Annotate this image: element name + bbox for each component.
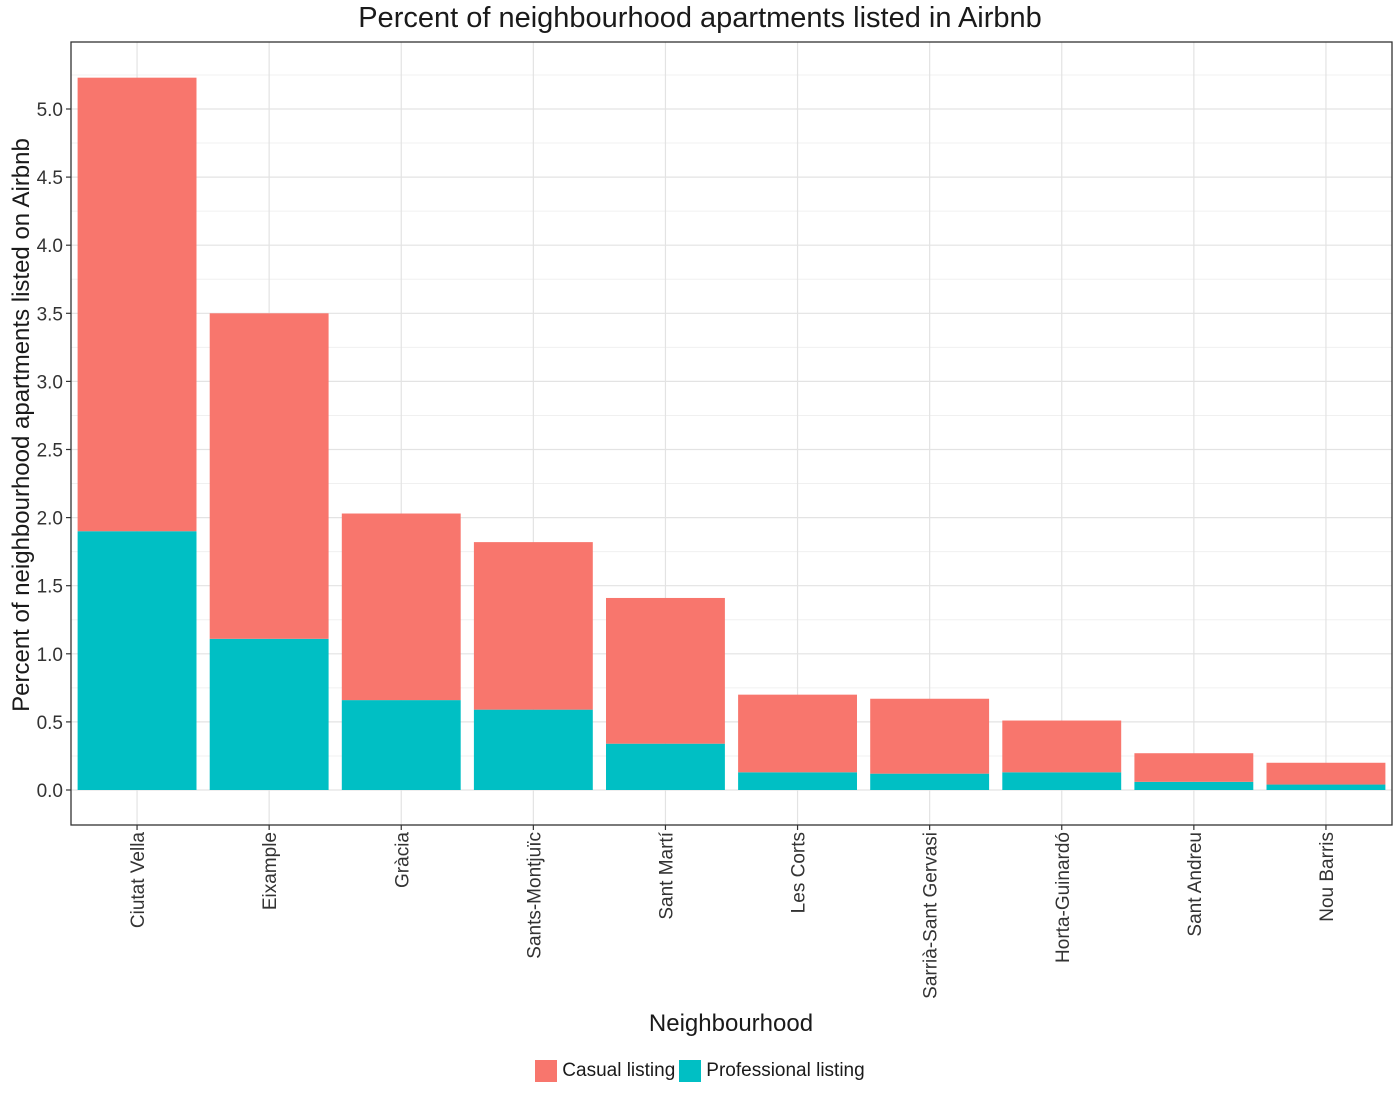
- y-tick-label: 1.0: [37, 645, 63, 666]
- y-tick-label: 4.5: [37, 168, 63, 189]
- panel-border: [70, 41, 1393, 826]
- x-tick-label: Sants-Montjuïc: [524, 832, 545, 959]
- x-tick-label: Sant Andreu: [1185, 832, 1206, 937]
- x-tick-label: Sant Martí: [656, 831, 677, 919]
- bar-professional: [1134, 781, 1254, 790]
- bar-professional: [77, 531, 197, 790]
- y-axis-title: Percent of neighbourhood apartments list…: [8, 138, 35, 712]
- bar-professional: [473, 709, 593, 790]
- bar-professional: [341, 700, 461, 790]
- bar-casual: [209, 313, 329, 639]
- bar-casual: [1134, 753, 1254, 782]
- legend-swatch-professional: [679, 1060, 702, 1082]
- y-tick-label: 1.5: [37, 577, 63, 598]
- x-tick-label: Les Corts: [789, 832, 810, 913]
- legend-swatch-casual: [535, 1060, 558, 1082]
- bar-casual: [1266, 762, 1386, 785]
- y-tick-label: 5.0: [37, 100, 63, 121]
- bar-professional: [870, 773, 990, 790]
- y-tick-label: 4.0: [37, 236, 63, 257]
- bar-professional: [1266, 784, 1386, 790]
- x-tick-label: Gràcia: [392, 832, 413, 888]
- legend-label-casual: Casual listing: [562, 1060, 676, 1081]
- x-tick-label: Sarrià-Sant Gervasi: [921, 832, 942, 999]
- x-tick-label: Ciutat Vella: [128, 832, 149, 929]
- y-tick-label: 3.5: [37, 304, 63, 325]
- legend-item-professional: Professional listing: [679, 1060, 865, 1082]
- x-axis-title: Neighbourhood: [648, 1010, 814, 1037]
- x-tick-label: Eixample: [260, 832, 281, 910]
- legend-item-casual: Casual listing: [535, 1060, 675, 1082]
- bar-professional: [606, 743, 725, 790]
- bar-professional: [738, 772, 857, 790]
- bar-professional: [1002, 772, 1122, 790]
- bar-casual: [473, 542, 593, 710]
- x-tick-label: Nou Barris: [1317, 832, 1338, 922]
- bar-casual: [870, 698, 990, 774]
- y-tick-label: 0.5: [37, 713, 63, 734]
- chart-title: Percent of neighbourhood apartments list…: [358, 2, 1042, 34]
- bar-casual: [1002, 720, 1122, 773]
- bar-casual: [738, 694, 857, 773]
- bar-casual: [606, 597, 725, 744]
- bar-professional: [209, 638, 329, 790]
- x-tick-label: Horta-Guinardó: [1053, 832, 1074, 963]
- y-tick-label: 2.0: [37, 509, 63, 530]
- bar-casual: [341, 513, 461, 701]
- y-tick-label: 3.0: [37, 372, 63, 393]
- legend-label-professional: Professional listing: [706, 1060, 865, 1081]
- legend: Casual listing Professional listing: [0, 1060, 1400, 1082]
- bar-casual: [77, 77, 197, 532]
- y-tick-label: 2.5: [37, 441, 63, 462]
- y-tick-label: 0.0: [37, 781, 63, 802]
